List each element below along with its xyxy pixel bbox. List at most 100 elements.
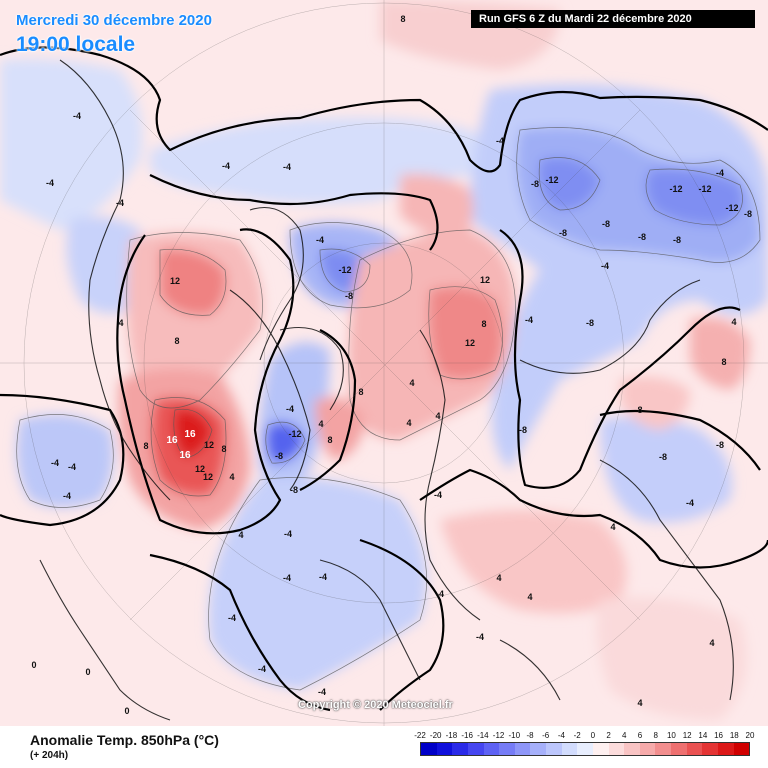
contour-label: -12 — [669, 184, 682, 194]
contour-label: 8 — [143, 441, 148, 451]
contour-label: -4 — [316, 235, 324, 245]
map-footer: Anomalie Temp. 850hPa (°C) (+ 204h) -22-… — [0, 726, 768, 768]
contour-label: 4 — [496, 573, 501, 583]
scale-swatch — [561, 743, 578, 755]
contour-label: -8 — [345, 291, 353, 301]
anomaly-contours — [16, 127, 761, 691]
zero-contour — [0, 46, 768, 712]
contour-label: -8 — [275, 451, 283, 461]
scale-swatch — [624, 743, 640, 755]
contour-label: -4 — [318, 687, 326, 697]
contour-label: 12 — [480, 275, 490, 285]
contour-label: 4 — [610, 522, 615, 532]
contour-label: -12 — [338, 265, 351, 275]
contour-label: 4 — [409, 378, 414, 388]
contour-label: 4 — [118, 318, 123, 328]
contour-label: 4 — [709, 638, 714, 648]
scale-swatch — [514, 743, 531, 755]
contour-label: 12 — [204, 440, 214, 450]
scale-swatch — [655, 743, 671, 755]
scale-swatch — [530, 743, 546, 755]
contour-label: 4 — [637, 698, 642, 708]
contour-label: -4 — [286, 404, 294, 414]
scale-swatch — [686, 743, 703, 755]
scale-label: 16 — [714, 731, 724, 740]
contour-label: -4 — [496, 136, 504, 146]
contour-label: 12 — [170, 276, 180, 286]
scale-swatch — [639, 743, 656, 755]
scale-swatch — [546, 743, 562, 755]
scale-label: -20 — [429, 731, 442, 740]
anomaly-field — [0, 0, 768, 720]
scale-label: -22 — [414, 731, 426, 740]
contour-label: -4 — [73, 111, 81, 121]
contour-label: -4 — [222, 161, 230, 171]
contour-label: 8 — [327, 435, 332, 445]
contour-label: -8 — [519, 425, 527, 435]
contour-label: 8 — [221, 444, 226, 454]
scale-label: -16 — [461, 731, 473, 740]
contour-label: 4 — [731, 317, 736, 327]
contour-label: -4 — [63, 491, 71, 501]
contour-label: -8 — [638, 232, 646, 242]
contour-label: -8 — [744, 209, 752, 219]
contour-label: 0 — [85, 667, 90, 677]
contour-label: 0 — [124, 706, 129, 716]
scale-swatch — [592, 743, 609, 755]
scale-swatch — [499, 743, 515, 755]
scale-label: 12 — [682, 731, 692, 740]
graticule — [0, 0, 768, 726]
scale-swatch — [452, 743, 468, 755]
contour-label: -12 — [698, 184, 711, 194]
scale-swatch — [421, 743, 437, 755]
scale-label: 4 — [622, 731, 627, 740]
contour-label: 8 — [174, 336, 179, 346]
scale-swatch — [702, 743, 718, 755]
lead-time: (+ 204h) — [30, 750, 69, 761]
scale-label: 20 — [745, 731, 755, 740]
scale-label: -12 — [492, 731, 505, 740]
contour-label: -4 — [284, 529, 292, 539]
contour-label: -4 — [525, 315, 533, 325]
scale-swatch — [717, 743, 734, 755]
scale-label: -10 — [508, 731, 521, 740]
contour-label: 8 — [721, 357, 726, 367]
scale-label: -14 — [477, 731, 489, 740]
scale-swatch — [467, 743, 484, 755]
contour-label: -12 — [545, 175, 558, 185]
scale-swatch — [483, 743, 500, 755]
scale-label: -4 — [557, 731, 565, 740]
contour-value-labels: -12 -8 -4 -12 -8 -12 -12 -12 -8 -8 -8 -4 -8 -8 -8 -8 -4 -… — [31, 14, 752, 716]
forecast-local-time: 19:00 locale — [16, 33, 136, 56]
contour-label: -4 — [68, 462, 76, 472]
contour-label: -4 — [476, 632, 484, 642]
contour-label: -4 — [283, 162, 291, 172]
contour-label: -12 — [288, 429, 301, 439]
contour-label: 12 — [465, 338, 475, 348]
scale-swatch — [733, 743, 750, 755]
contour-label: 4 — [229, 472, 234, 482]
scale-swatch — [577, 743, 593, 755]
scale-label: -6 — [542, 731, 550, 740]
scale-swatch — [671, 743, 687, 755]
copyright-notice: Copyright © 2020 Meteociel.fr — [298, 699, 453, 711]
contour-label: -8 — [586, 318, 594, 328]
contour-label: 8 — [358, 387, 363, 397]
contour-label: -8 — [290, 485, 298, 495]
scale-swatch — [608, 743, 625, 755]
contour-label: -8 — [602, 219, 610, 229]
contour-label: 16 — [179, 450, 191, 461]
contour-label: -8 — [559, 228, 567, 238]
contour-label: 12 — [195, 464, 205, 474]
forecast-date: Mercredi 30 décembre 2020 — [16, 12, 212, 29]
color-scale-bar — [420, 742, 750, 756]
coastlines — [39, 59, 734, 721]
contour-label: -4 — [258, 664, 266, 674]
scale-label: 10 — [666, 731, 676, 740]
model-run-info: Run GFS 6 Z du Mardi 22 décembre 2020 — [471, 10, 755, 28]
contour-label: -4 — [46, 178, 54, 188]
contour-label: -8 — [659, 452, 667, 462]
contour-label: -4 — [283, 573, 291, 583]
temperature-anomaly-map: -12 -8 -4 -12 -8 -12 -12 -12 -8 -8 -8 -4 -8 -8 -8 -8 -4 -… — [0, 0, 768, 726]
